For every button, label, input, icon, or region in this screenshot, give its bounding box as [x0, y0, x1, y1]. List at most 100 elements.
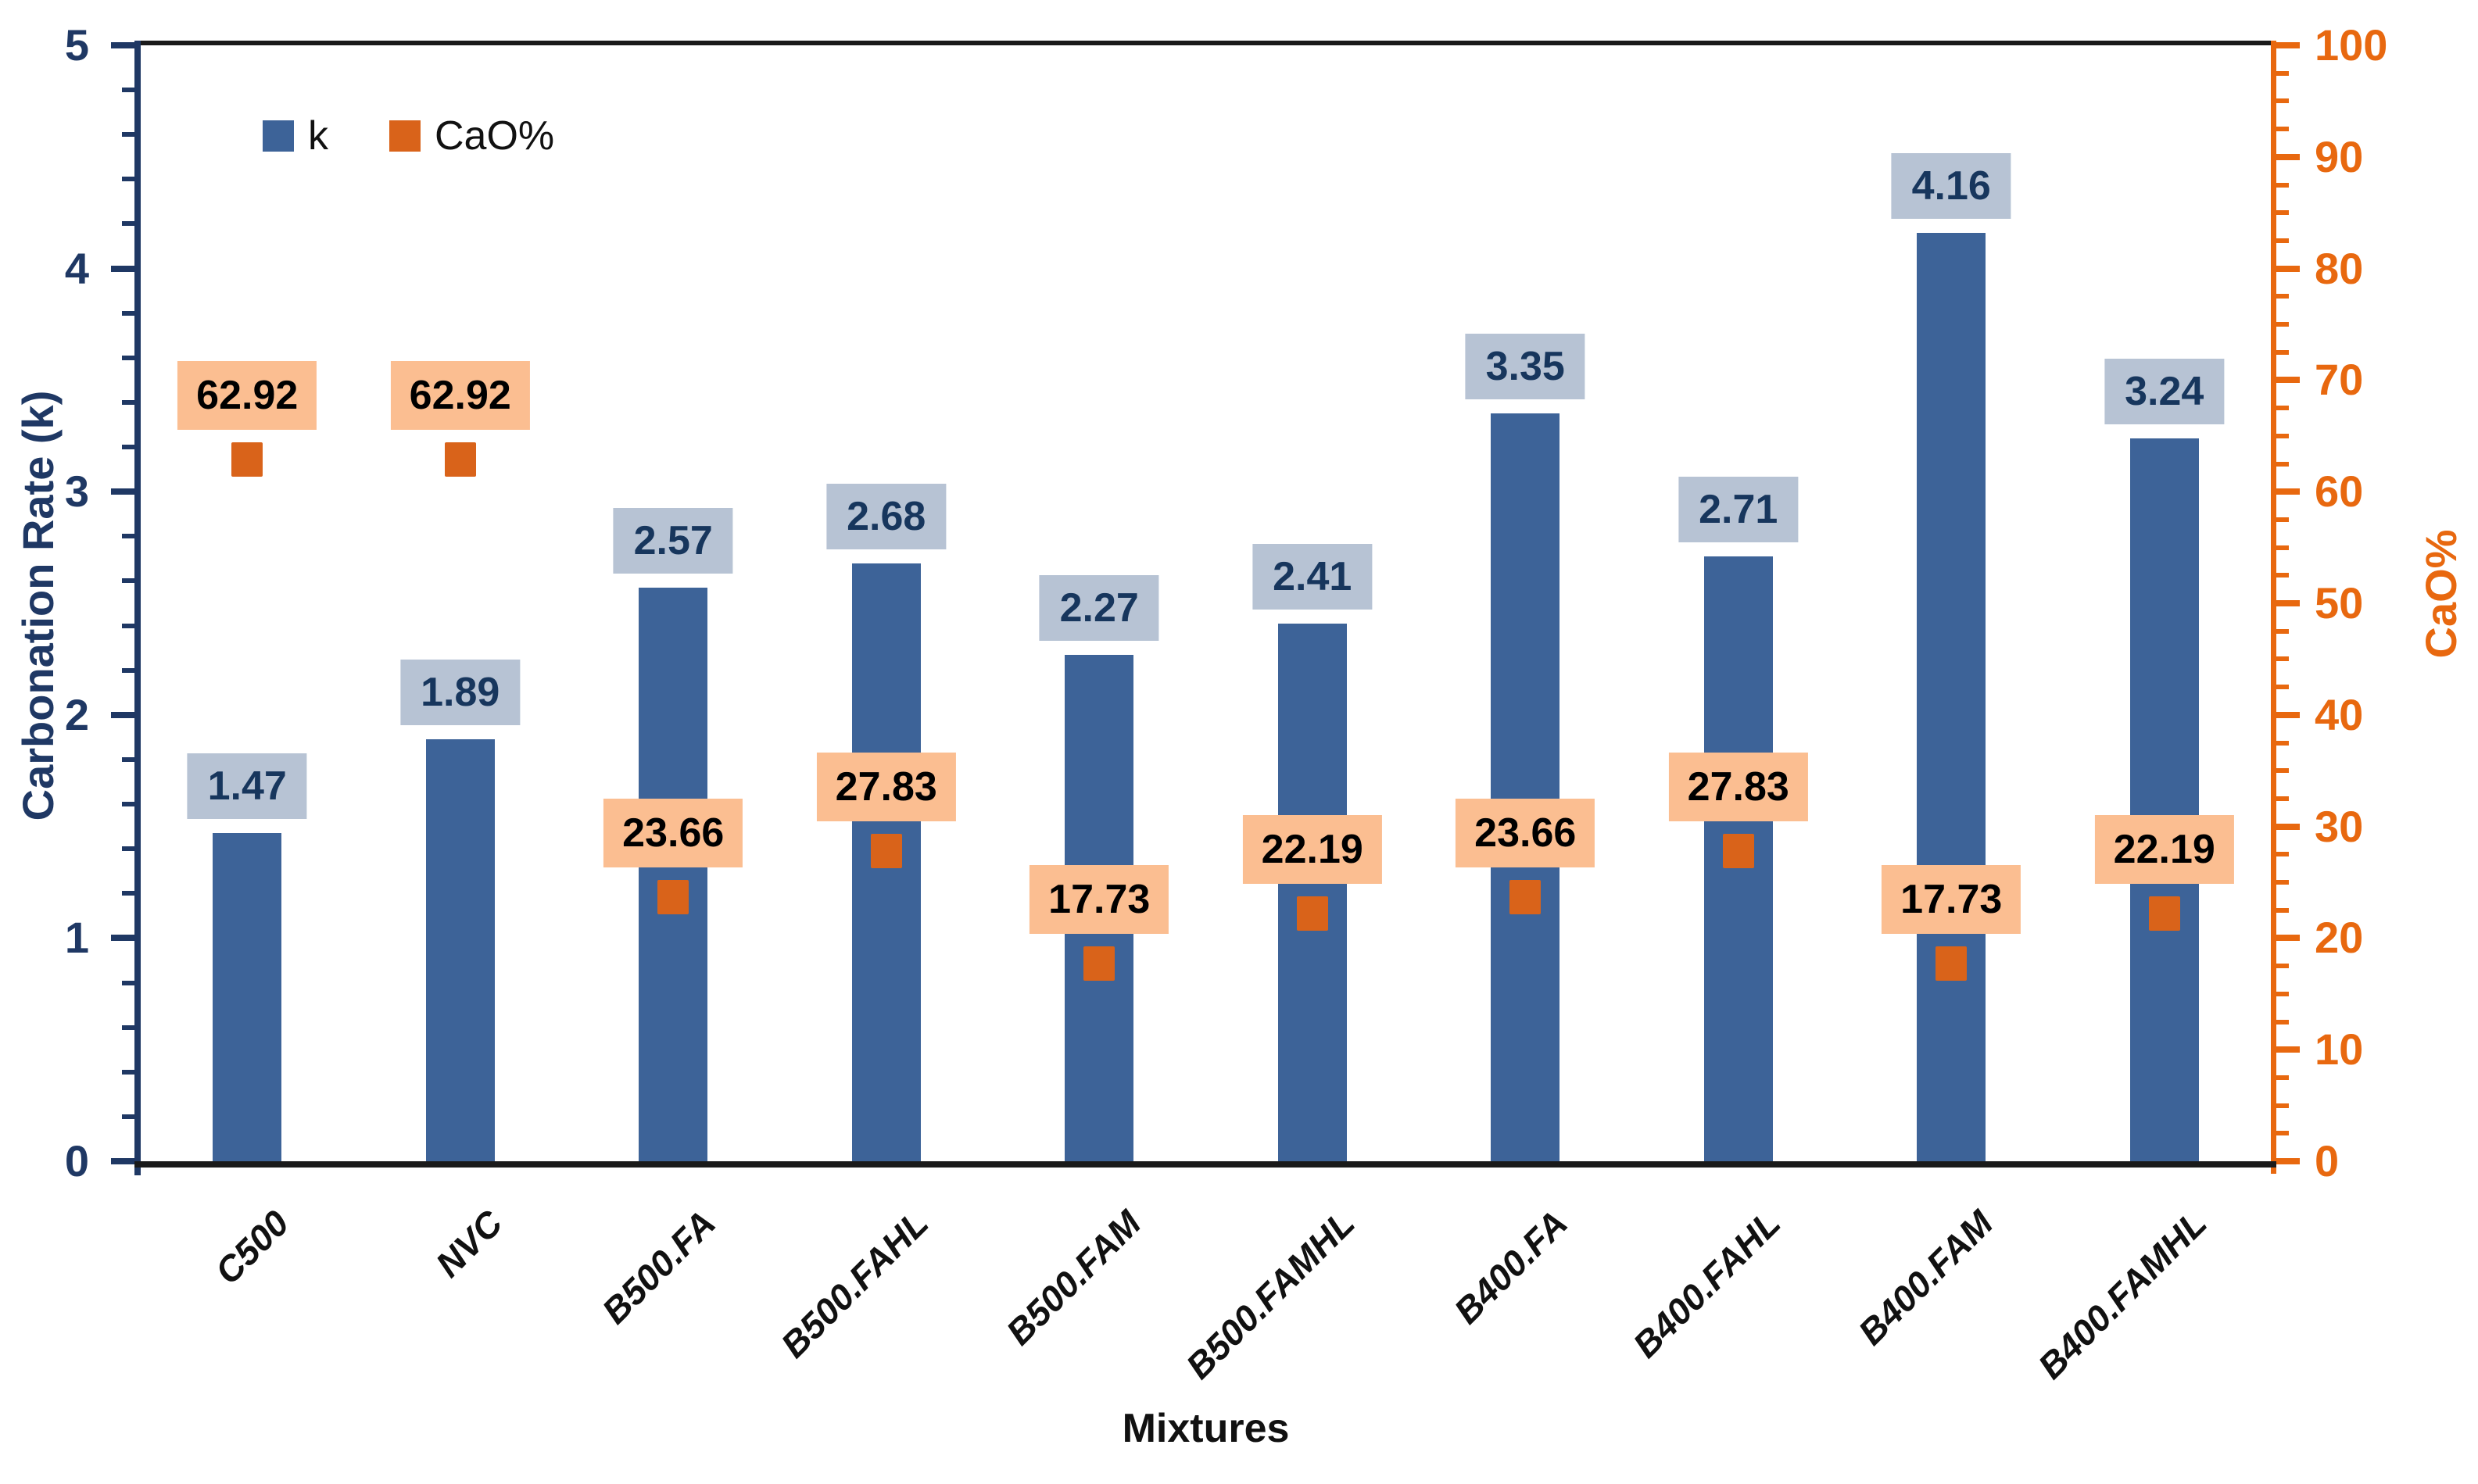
bar-value-label: 2.57 [613, 508, 733, 574]
category-label: B400.FA [1445, 1202, 1575, 1332]
left-axis-minor-tick [122, 980, 134, 985]
left-axis-minor-tick [122, 623, 134, 628]
left-axis-minor-tick [122, 846, 134, 852]
right-axis-minor-tick [2276, 238, 2289, 243]
left-axis-major-tick [111, 488, 134, 495]
cao-value-label: 17.73 [1882, 864, 2021, 934]
left-axis-major-tick [111, 1158, 134, 1164]
cao-marker [1509, 880, 1542, 915]
left-axis-minor-tick [122, 355, 134, 360]
right-axis-minor-tick [2276, 433, 2289, 438]
left-axis-minor-tick [122, 445, 134, 450]
right-axis-tick-label: 10 [2315, 1024, 2364, 1075]
bar [1491, 413, 1560, 1161]
left-axis-minor-tick [122, 177, 134, 182]
left-axis-minor-tick [122, 667, 134, 673]
bar-value-label: 4.16 [1891, 152, 2011, 219]
left-axis-minor-tick [122, 578, 134, 584]
left-axis-minor-tick [122, 221, 134, 227]
right-axis-minor-tick [2276, 127, 2289, 132]
right-axis-minor-tick [2276, 852, 2289, 857]
right-axis-major-tick [2276, 488, 2300, 495]
cao-value-label: 62.92 [390, 360, 530, 430]
left-axis-tick-label: 5 [64, 20, 89, 70]
category-label: B500.FAMHL [1177, 1202, 1363, 1387]
bar [2129, 438, 2199, 1161]
right-axis-major-tick [2276, 711, 2300, 718]
right-axis-major-tick [2276, 600, 2300, 606]
category-label: C500 [207, 1202, 297, 1293]
legend: k CaO% [263, 116, 554, 156]
right-axis-minor-tick [2276, 210, 2289, 216]
right-axis-minor-tick [2276, 545, 2289, 550]
category-label: B400.FAHL [1624, 1202, 1789, 1366]
right-axis-tick-label: 30 [2315, 801, 2364, 851]
bar [639, 588, 708, 1161]
bar-value-label: 1.47 [187, 753, 307, 820]
bar [213, 833, 282, 1161]
cao-marker [657, 880, 689, 915]
left-axis-major-tick [111, 711, 134, 718]
right-axis-minor-tick [2276, 768, 2289, 774]
right-axis-tick-label: 60 [2315, 467, 2364, 517]
right-axis-tick-label: 50 [2315, 578, 2364, 628]
right-axis-major-tick [2276, 265, 2300, 272]
right-axis-minor-tick [2276, 1019, 2289, 1024]
cao-value-label: 22.19 [2094, 815, 2234, 885]
right-axis-minor-tick [2276, 1131, 2289, 1136]
left-axis-minor-tick [122, 891, 134, 896]
bar-value-label: 1.89 [400, 660, 521, 726]
cao-value-label: 17.73 [1030, 864, 1169, 934]
left-axis-tick-label: 2 [64, 689, 89, 739]
right-axis-minor-tick [2276, 964, 2289, 969]
left-axis-minor-tick [122, 756, 134, 762]
cao-marker [870, 833, 902, 868]
right-axis-tick-label: 80 [2315, 243, 2364, 293]
cao-marker [1296, 896, 1328, 932]
right-axis-minor-tick [2276, 294, 2289, 299]
right-axis-minor-tick [2276, 182, 2289, 188]
right-axis-minor-tick [2276, 70, 2289, 76]
cao-marker [1722, 833, 1754, 868]
left-axis-tick-label: 1 [64, 913, 89, 963]
bar [1277, 623, 1347, 1161]
cao-value-label: 23.66 [1456, 799, 1595, 868]
left-axis-minor-tick [122, 399, 134, 405]
right-axis-minor-tick [2276, 322, 2289, 327]
cao-marker [1935, 946, 1968, 981]
cao-marker [231, 442, 263, 477]
right-axis-minor-tick [2276, 517, 2289, 522]
left-axis-minor-tick [122, 802, 134, 807]
right-axis-minor-tick [2276, 685, 2289, 690]
left-axis-major-tick [111, 935, 134, 942]
right-axis-major-tick [2276, 935, 2300, 942]
left-axis-minor-tick [122, 1024, 134, 1030]
right-axis-major-tick [2276, 377, 2300, 384]
legend-label: k [308, 113, 328, 159]
cao-value-label: 62.92 [177, 360, 317, 430]
legend-item: CaO% [389, 116, 554, 156]
right-axis-minor-tick [2276, 349, 2289, 355]
right-axis-tick-label: 100 [2315, 20, 2388, 70]
category-label: B400.FAM [1850, 1202, 2001, 1353]
legend-label: CaO% [435, 113, 555, 159]
left-axis-tick-label: 4 [64, 243, 89, 293]
left-axis-minor-tick [122, 534, 134, 539]
cao-value-label: 23.66 [603, 799, 743, 868]
category-label: B400.FAMHL [2029, 1202, 2215, 1387]
right-axis-minor-tick [2276, 880, 2289, 885]
right-axis-tick-label: 70 [2315, 355, 2364, 405]
legend-swatch-k-icon [263, 120, 294, 152]
category-label: B500.FAHL [772, 1202, 936, 1366]
cao-marker [444, 442, 476, 477]
cao-value-label: 27.83 [1668, 752, 1808, 821]
right-axis-minor-tick [2276, 98, 2289, 104]
category-label: NVC [427, 1202, 510, 1286]
left-axis-minor-tick [122, 1069, 134, 1075]
cao-value-label: 27.83 [816, 752, 956, 821]
bar-value-label: 2.41 [1252, 543, 1373, 610]
right-axis-minor-tick [2276, 628, 2289, 634]
right-axis-minor-tick [2276, 1075, 2289, 1080]
